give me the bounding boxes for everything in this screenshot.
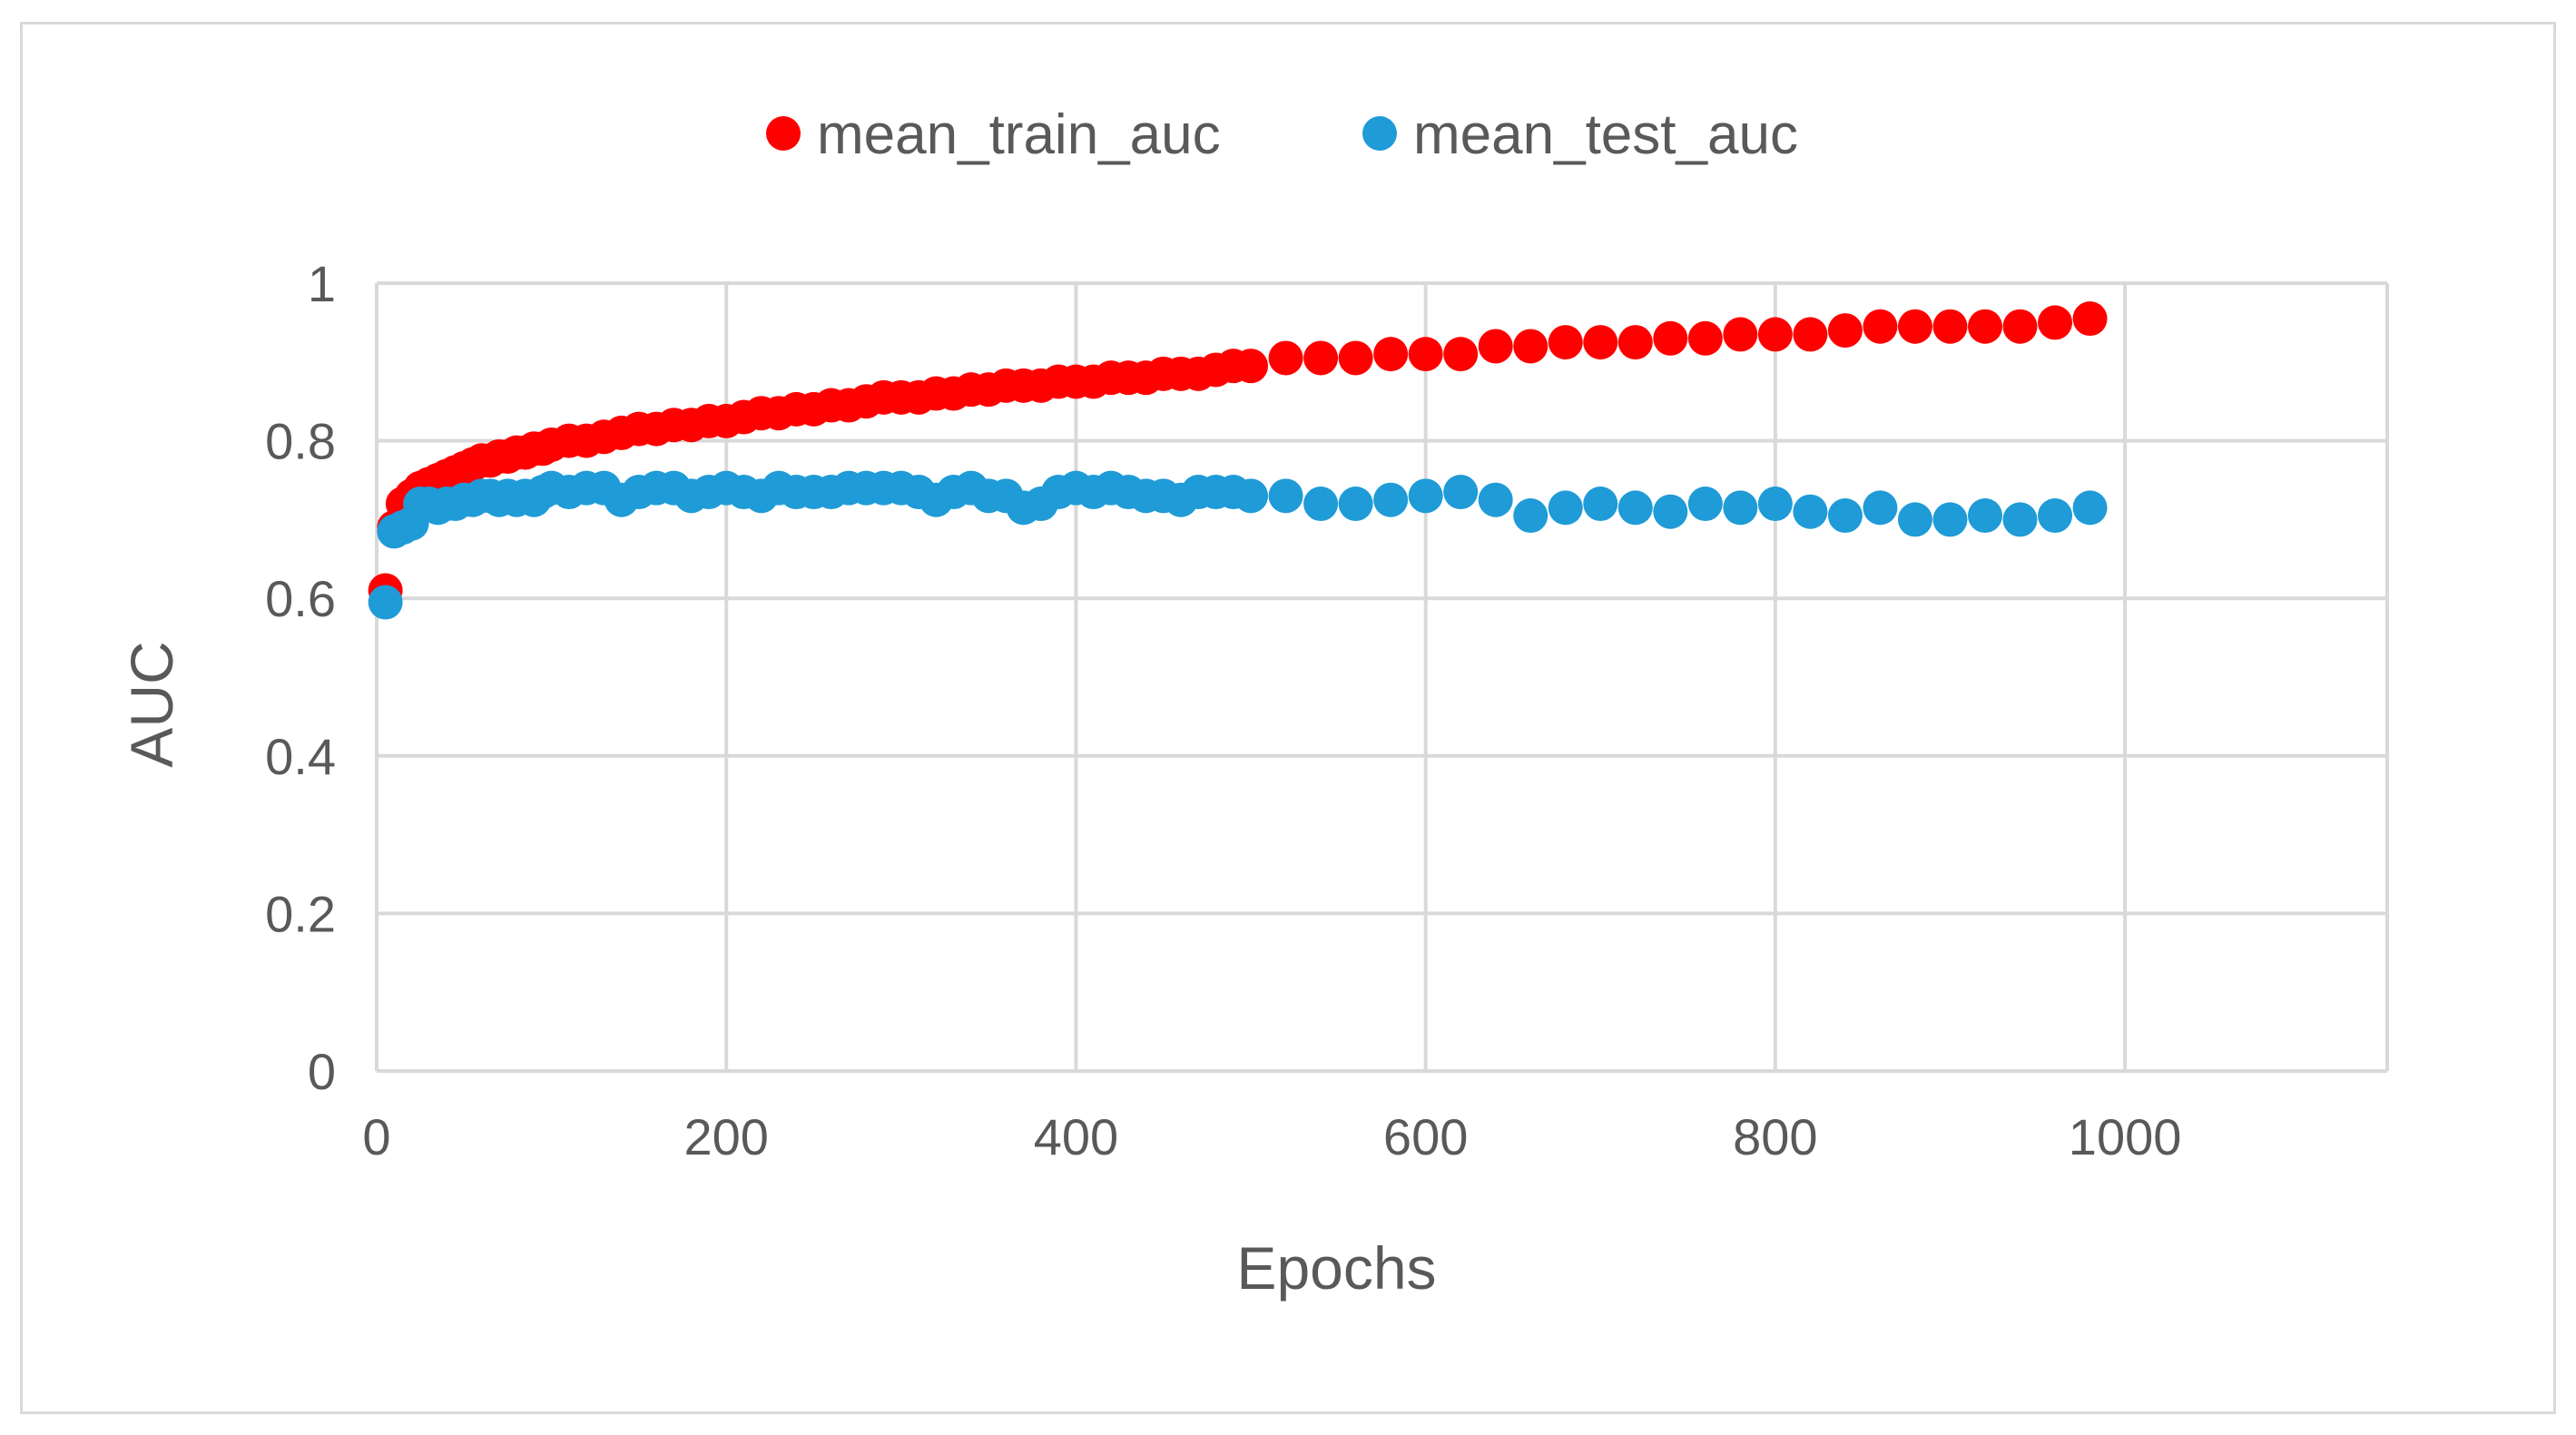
y-tick-label: 0.8 (265, 413, 336, 470)
chart-frame: 0 0.2 0.4 0.6 0.8 1 0 200 400 600 800 1000 mean_tra… (20, 22, 2556, 1414)
data-point-mean_train_auc (1827, 313, 1863, 349)
data-point-mean_train_auc (1338, 340, 1373, 376)
data-point-mean_train_auc (1968, 309, 2002, 344)
data-point-mean_train_auc (1373, 337, 1409, 372)
data-point-mean_test_auc (1827, 498, 1863, 534)
y-tick-label: 0.4 (265, 728, 336, 785)
data-point-mean_test_auc (1373, 482, 1409, 517)
data-point-mean_test_auc (1478, 482, 1513, 517)
data-point-mean_train_auc (1653, 320, 1688, 356)
data-point-mean_train_auc (1408, 337, 1443, 372)
data-point-mean_test_auc (1548, 490, 1583, 526)
data-point-mean_test_auc (2072, 490, 2108, 526)
data-point-mean_test_auc (1687, 487, 1723, 522)
data-point-mean_test_auc (1338, 487, 1373, 522)
data-point-mean_test_auc (1583, 487, 1618, 522)
x-tick-label: 800 (1733, 1108, 1817, 1165)
legend-label-train: mean_train_auc (817, 103, 1221, 166)
data-point-mean_train_auc (1303, 340, 1339, 376)
data-point-mean_train_auc (1478, 329, 1513, 364)
x-tick-label: 1000 (2069, 1108, 2182, 1165)
tick-layer: 0 0.2 0.4 0.6 0.8 1 0 200 400 600 800 1000 (265, 255, 2181, 1165)
y-tick-label: 0.2 (265, 885, 336, 942)
data-point-mean_test_auc (2038, 498, 2073, 534)
data-point-mean_test_auc (1653, 494, 1688, 529)
series-mean_train_auc (368, 301, 2108, 608)
data-point-mean_train_auc (1793, 317, 1828, 352)
data-point-mean_test_auc (1932, 502, 1968, 537)
data-point-mean_train_auc (2038, 305, 2073, 340)
data-point-mean_train_auc (2002, 309, 2038, 344)
legend-label-test: mean_test_auc (1413, 103, 1798, 166)
legend: mean_train_auc mean_test_auc (766, 103, 1798, 166)
x-axis-title: Epochs (1236, 1234, 1436, 1302)
data-point-mean_test_auc (1863, 490, 1898, 526)
grid-layer (375, 281, 2389, 1073)
data-point-mean_test_auc (368, 585, 403, 620)
data-point-mean_train_auc (1863, 309, 1898, 344)
data-point-mean_test_auc (1793, 494, 1828, 529)
y-tick-label: 0 (308, 1043, 336, 1100)
data-point-mean_test_auc (1723, 490, 1758, 526)
data-point-mean_train_auc (1443, 337, 1479, 372)
data-point-mean_test_auc (1897, 502, 1932, 537)
data-point-mean_train_auc (1757, 317, 1793, 352)
data-point-mean_test_auc (1408, 478, 1443, 514)
data-point-mean_test_auc (1968, 498, 2002, 534)
data-point-mean_test_auc (1303, 487, 1339, 522)
data-point-mean_train_auc (1234, 349, 1269, 384)
data-point-mean_test_auc (1234, 478, 1269, 514)
x-tick-label: 400 (1034, 1108, 1118, 1165)
data-point-mean_test_auc (1513, 498, 1549, 534)
x-tick-label: 600 (1383, 1108, 1468, 1165)
data-point-mean_train_auc (1617, 325, 1653, 360)
y-tick-label: 0.6 (265, 570, 336, 627)
data-point-mean_train_auc (1268, 340, 1303, 376)
y-tick-label: 1 (308, 255, 336, 312)
chart-svg: 0 0.2 0.4 0.6 0.8 1 0 200 400 600 800 1000 mean_tra… (118, 103, 2389, 1302)
data-point-mean_train_auc (1897, 309, 1932, 344)
data-point-mean_train_auc (1723, 317, 1758, 352)
data-point-mean_test_auc (1268, 478, 1303, 514)
data-point-mean_test_auc (1617, 490, 1653, 526)
data-point-mean_train_auc (1583, 325, 1618, 360)
point-layer (368, 301, 2108, 620)
x-tick-label: 0 (362, 1108, 390, 1165)
data-point-mean_train_auc (1932, 309, 1968, 344)
data-point-mean_train_auc (1513, 329, 1549, 364)
data-point-mean_train_auc (1687, 320, 1723, 356)
y-axis-title: AUC (118, 641, 185, 767)
data-point-mean_test_auc (1443, 475, 1479, 510)
data-point-mean_train_auc (1548, 325, 1583, 360)
data-point-mean_test_auc (1757, 487, 1793, 522)
x-tick-label: 200 (683, 1108, 768, 1165)
data-point-mean_test_auc (2002, 502, 2038, 537)
legend-marker-test (1362, 116, 1397, 151)
legend-marker-train (766, 116, 801, 151)
data-point-mean_train_auc (2072, 301, 2108, 337)
series-mean_test_auc (368, 470, 2108, 620)
